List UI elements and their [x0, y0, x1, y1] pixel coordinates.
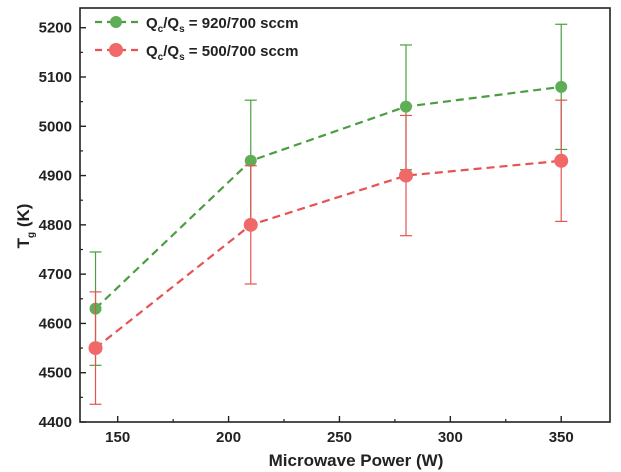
- y-tick-label: 5200: [39, 20, 72, 37]
- data-point: [243, 217, 258, 232]
- x-tick-label: 250: [327, 429, 352, 446]
- data-point: [399, 100, 412, 113]
- data-point: [398, 168, 413, 183]
- x-tick-label: 200: [216, 429, 241, 446]
- data-point: [244, 154, 257, 167]
- y-tick-label: 5000: [39, 118, 72, 135]
- legend-entry-1: Qc/Qs = 920/700 sccm: [95, 15, 299, 35]
- plot-frame: [79, 7, 611, 423]
- y-tick-label: 4400: [39, 414, 72, 431]
- series-1: [89, 23, 568, 366]
- series-2: [88, 99, 569, 405]
- series-line: [94, 159, 562, 349]
- x-axis: 150 200 250 300 350: [105, 416, 574, 446]
- legend-label-1: Qc/Qs = 920/700 sccm: [146, 15, 299, 35]
- y-tick-label: 4500: [39, 365, 72, 382]
- data-point: [554, 153, 569, 168]
- data-point: [555, 80, 568, 93]
- x-tick-label: 150: [105, 429, 130, 446]
- series-layer: [88, 23, 569, 405]
- x-axis-title: Microwave Power (W): [269, 451, 444, 470]
- legend-marker-1: [110, 16, 122, 28]
- series-line: [94, 85, 562, 310]
- y-tick-label: 4800: [39, 217, 72, 234]
- legend-label-2: Qc/Qs = 500/700 sccm: [146, 43, 299, 63]
- y-tick-label: 5100: [39, 69, 72, 86]
- plot-border: [79, 7, 611, 423]
- x-tick-label: 300: [438, 429, 463, 446]
- y-axis-title-main: T: [14, 237, 33, 248]
- y-tick-label: 4600: [39, 315, 72, 332]
- y-tick-label: 4700: [39, 266, 72, 283]
- y-tick-label: 4900: [39, 168, 72, 185]
- data-point: [88, 341, 103, 356]
- legend: Qc/Qs = 920/700 sccm Qc/Qs = 500/700 scc…: [95, 15, 299, 63]
- legend-entry-2: Qc/Qs = 500/700 sccm: [95, 43, 299, 63]
- x-tick-label: 350: [549, 429, 574, 446]
- y-axis-title-tail: (K): [14, 204, 33, 232]
- y-axis-title: Tg (K): [14, 204, 37, 249]
- y-axis: 4400 4500 4600 4700 4800 4900 5000 5100 5200: [39, 20, 86, 431]
- y-axis-title-sub: g: [26, 232, 37, 238]
- legend-marker-2: [109, 43, 123, 57]
